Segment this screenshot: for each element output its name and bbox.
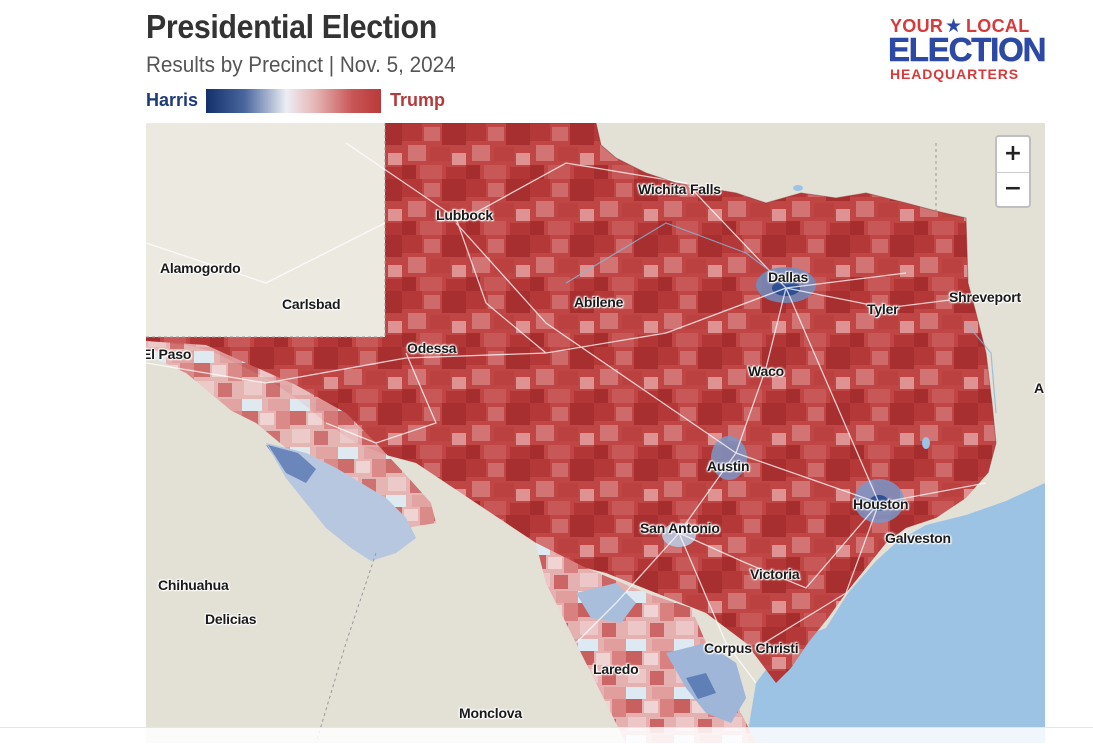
mexico-land [146, 355, 626, 743]
page-subtitle: Results by Precinct | Nov. 5, 2024 [146, 52, 456, 77]
legend-harris-label: Harris [146, 90, 199, 110]
legend-trump-label: Trump [390, 90, 446, 110]
map-canvas[interactable] [146, 123, 1045, 743]
laredo-blue-top [576, 583, 636, 623]
precinct-results-map[interactable]: Wichita Falls Lubbock Alamogordo Carlsba… [146, 123, 1045, 743]
zoom-out-button[interactable]: − [1003, 176, 1023, 201]
election-hq-logo: YOUR ★ LOCAL ELECTION HEADQUARTERS [888, 16, 1047, 82]
city-label-carlsbad: Carlsbad [282, 296, 341, 312]
city-label-san-antonio: San Antonio [640, 520, 720, 536]
city-label-lubbock: Lubbock [436, 207, 493, 223]
city-label-shreveport: Shreveport [949, 289, 1021, 305]
city-label-wichita-falls: Wichita Falls [638, 181, 721, 197]
river-network [565, 222, 997, 414]
city-label-monclova: Monclova [459, 705, 522, 721]
city-label-el-paso: El Paso [146, 346, 192, 362]
bottom-divider [0, 727, 1093, 744]
city-label-galveston: Galveston [885, 530, 951, 546]
city-label-corpus-christi: Corpus Christi [704, 640, 799, 656]
city-label-alamogordo: Alamogordo [160, 260, 241, 276]
city-label-austin: Austin [707, 458, 750, 474]
texas-precincts [146, 123, 996, 683]
city-label-houston: Houston [853, 496, 909, 512]
valley-blue-dark-top [686, 673, 716, 699]
new-mexico-area [146, 123, 385, 337]
page-title: Presidential Election [146, 8, 437, 45]
lake [922, 437, 930, 449]
road-network [146, 142, 987, 684]
city-label-waco: Waco [748, 363, 785, 379]
zoom-in-button[interactable]: + [997, 137, 1029, 173]
star-icon: ★ [945, 16, 963, 37]
state-border [146, 123, 937, 743]
texas-outline [385, 123, 997, 474]
city-label-abilene: Abilene [574, 294, 624, 310]
city-label-chihuahua: Chihuahua [158, 577, 229, 593]
city-label-victoria: Victoria [750, 566, 800, 582]
city-label-a-truncated: A [1034, 380, 1044, 396]
sanantonio-metro-blue [662, 523, 696, 547]
city-label-dallas: Dallas [768, 269, 809, 285]
big-bend-blue-dark-top [268, 445, 316, 483]
city-label-delicias: Delicias [205, 611, 257, 627]
west-texas-mixed [146, 341, 436, 528]
legend-gradient-bar [206, 89, 381, 113]
logo-text-headquarters: HEADQUARTERS [890, 66, 1020, 82]
logo-text-election: ELECTION [888, 31, 1047, 69]
city-label-laredo: Laredo [593, 661, 639, 677]
city-label-tyler: Tyler [867, 301, 899, 317]
city-label-odessa: Odessa [407, 340, 457, 356]
gulf-of-mexico [746, 483, 1045, 743]
logo-text-local: LOCAL [966, 16, 1030, 36]
zoom-control: + − [995, 135, 1031, 208]
lake [793, 185, 803, 191]
logo-text-your: YOUR [890, 16, 944, 36]
